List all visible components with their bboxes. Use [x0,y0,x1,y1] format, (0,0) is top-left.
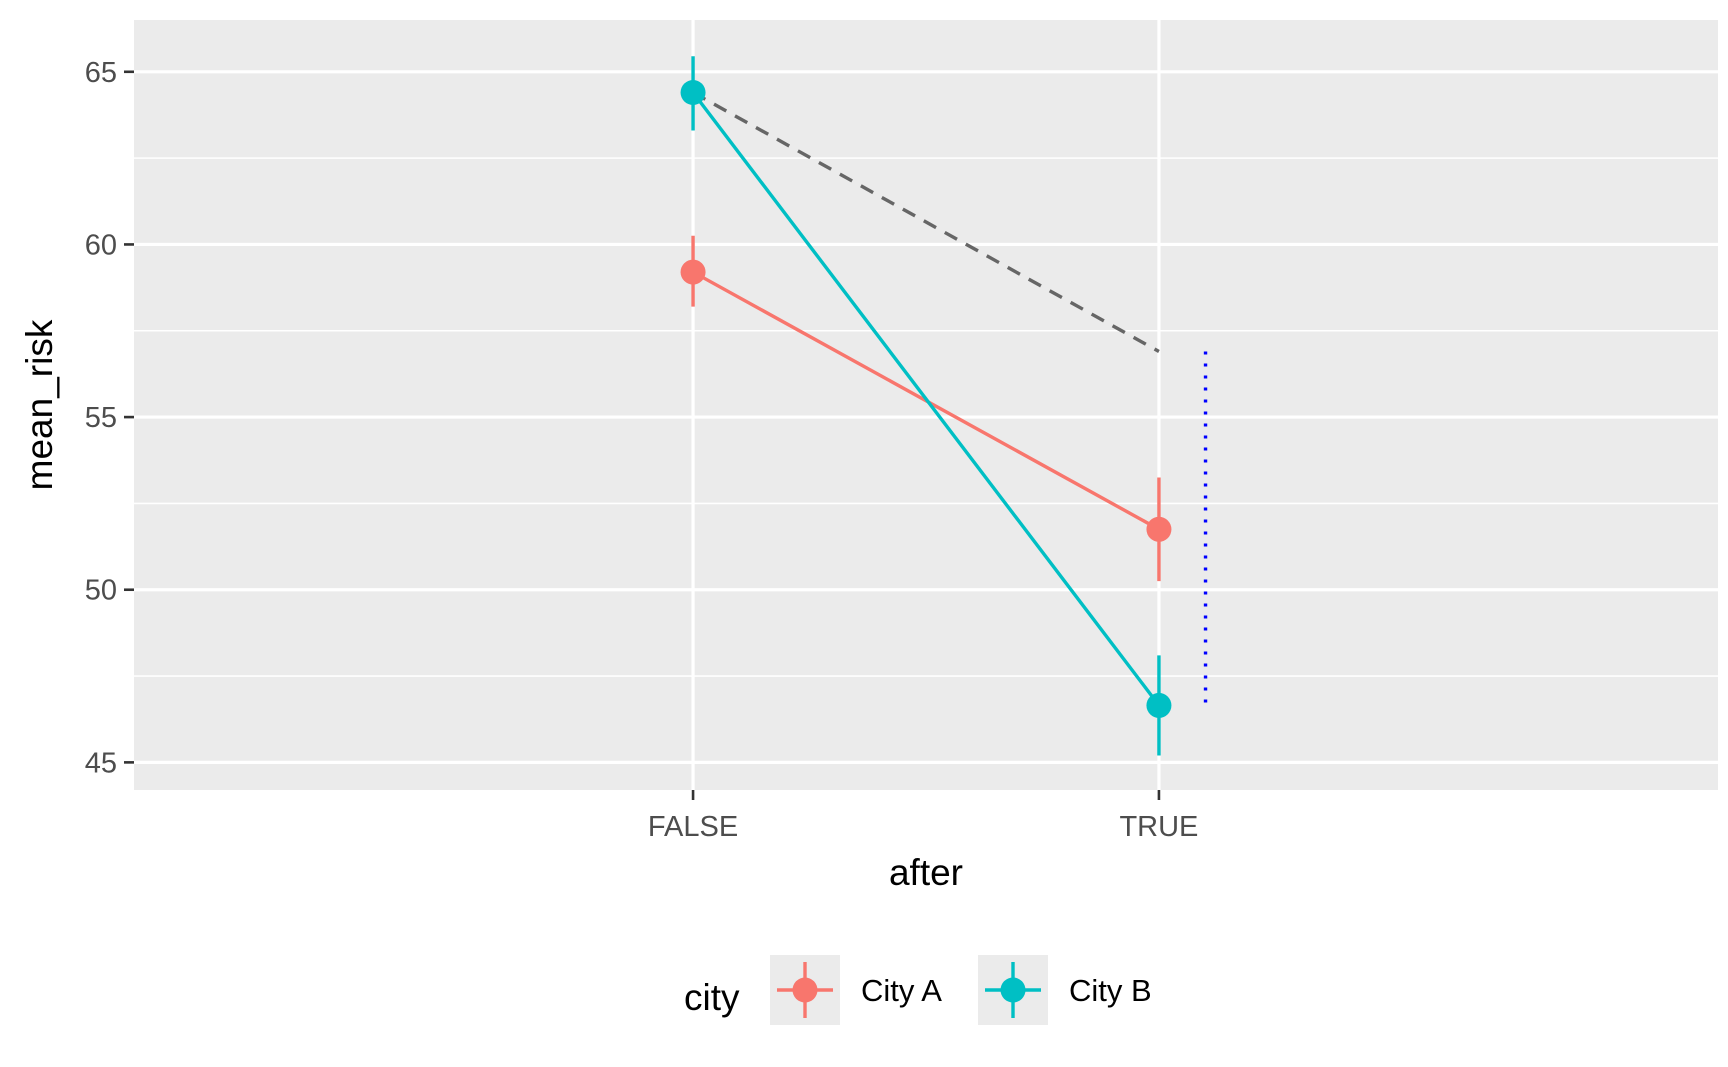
y-axis: 45 50 55 60 65 [85,57,134,779]
x-tick-label: TRUE [1119,811,1198,843]
series-city-b [680,56,1172,756]
y-tick-label: 45 [85,747,117,779]
legend-label: City B [1069,973,1152,1008]
legend: city City A City B [684,955,1152,1025]
y-tick-label: 60 [85,229,117,261]
x-axis-title: after [889,852,963,893]
legend-title: city [684,977,740,1018]
series-line [691,91,1161,707]
x-axis: FALSE TRUE [648,790,1198,843]
plot-panel [134,20,1718,790]
data-point [680,80,706,106]
legend-key-point [792,977,818,1003]
annotations [692,91,1208,706]
data-point [1146,516,1172,542]
grid [134,20,1718,790]
y-tick-label: 55 [85,402,117,434]
legend-key-point [1000,977,1026,1003]
legend-item-city-a: City A [770,955,942,1025]
reference-dashed-line [692,91,1160,353]
series-layer [680,56,1172,756]
series-city-a [680,235,1172,582]
legend-item-city-b: City B [978,955,1152,1025]
y-axis-title: mean_risk [19,319,60,490]
data-point [1146,692,1172,718]
data-point [680,259,706,285]
y-tick-label: 50 [85,575,117,607]
legend-label: City A [861,973,942,1008]
y-tick-label: 65 [85,57,117,89]
x-tick-label: FALSE [648,811,738,843]
